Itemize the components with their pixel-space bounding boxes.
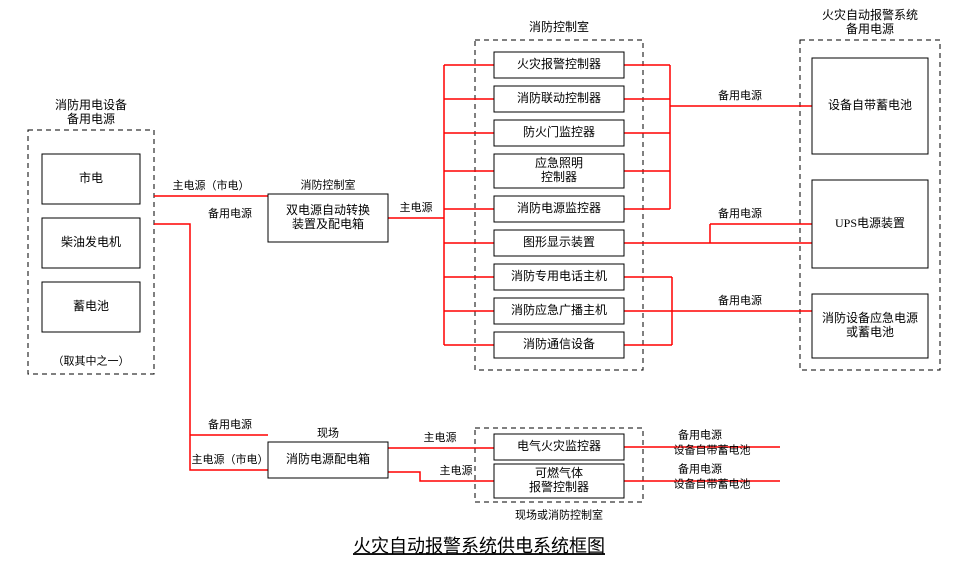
node-label: 可燃气体 (535, 465, 583, 480)
group-footer: 现场或消防控制室 (515, 508, 603, 522)
node-label: 防火门监控器 (523, 124, 595, 139)
group-title: 火灾自动报警系统 (822, 7, 918, 22)
diagram-title: 火灾自动报警系统供电系统框图 (353, 536, 605, 556)
edge-label: 备用电源 (208, 206, 252, 220)
free-label: 备用电源 (678, 428, 722, 442)
node-label: 装置及配电箱 (292, 216, 364, 231)
node-label: 蓄电池 (73, 299, 109, 313)
node-header: 现场 (317, 426, 339, 440)
node-label: 应急照明 (535, 155, 583, 170)
edge-label: 主电源（市电） (192, 452, 269, 466)
edge-1 (154, 224, 268, 470)
node-label: 柴油发电机 (61, 234, 121, 249)
node-label: 火灾报警控制器 (517, 56, 601, 71)
node-label: 图形显示装置 (523, 235, 595, 249)
node-label: 设备自带蓄电池 (828, 98, 912, 112)
group-title: 消防用电设备 (55, 97, 127, 112)
edge-label: 主电源 (440, 463, 473, 477)
node-label: 消防电源监控器 (517, 200, 601, 215)
free-label: 设备自带蓄电池 (674, 443, 751, 457)
node-label: 或蓄电池 (846, 325, 894, 339)
edge-label: 备用电源 (718, 88, 762, 102)
node-label: UPS电源装置 (835, 216, 905, 230)
node-label: 报警控制器 (529, 479, 589, 494)
edge-label: 备用电源 (718, 293, 762, 307)
group-footer: （取其中之一） (53, 354, 130, 368)
node-label: 消防通信设备 (523, 336, 595, 351)
node-label: 控制器 (541, 170, 577, 184)
node-label: 市电 (79, 170, 103, 185)
node-label: 电气火灾监控器 (517, 438, 601, 453)
group-title: 备用电源 (67, 112, 115, 126)
edge-label: 主电源 (400, 200, 433, 214)
free-label: 设备自带蓄电池 (674, 477, 751, 491)
node-label: 双电源自动转换 (286, 202, 370, 217)
edge-label: 备用电源 (718, 206, 762, 220)
free-label: 备用电源 (678, 462, 722, 476)
node-label: 消防专用电话主机 (511, 268, 607, 283)
group-title: 备用电源 (846, 22, 894, 36)
node-label: 消防电源配电箱 (286, 451, 370, 466)
edge-label: 主电源 (424, 430, 457, 444)
node-label: 消防设备应急电源 (822, 310, 918, 325)
node-header: 消防控制室 (301, 178, 356, 192)
edge-label: 备用电源 (208, 417, 252, 431)
node-label: 消防联动控制器 (517, 90, 601, 105)
node-label: 消防应急广播主机 (511, 302, 607, 317)
group-title: 消防控制室 (529, 19, 589, 34)
edge-label: 主电源（市电） (173, 178, 250, 192)
